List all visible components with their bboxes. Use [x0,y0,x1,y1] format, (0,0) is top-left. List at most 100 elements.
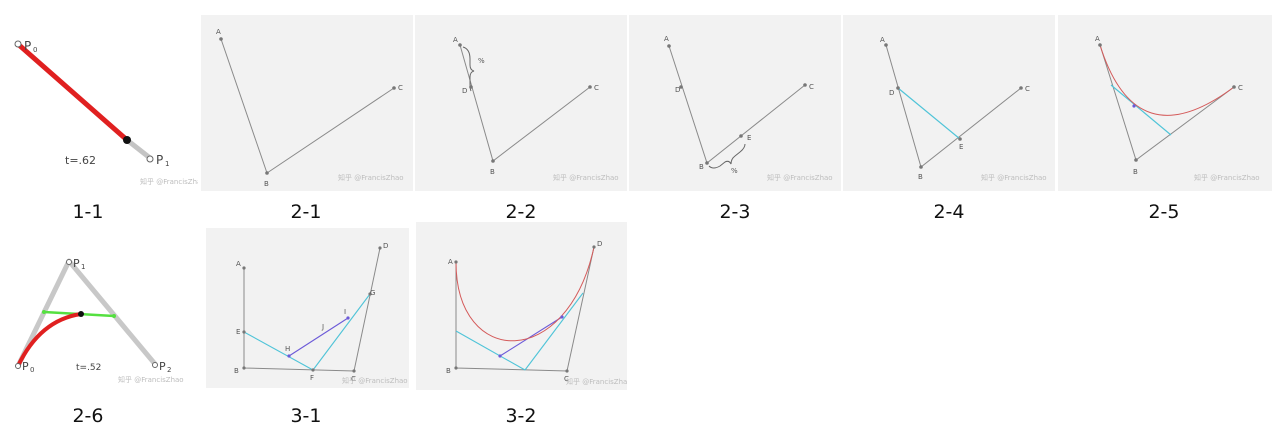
label-p0: P [22,360,29,373]
figure-2-5-diagram: A B C 知乎 @FrancisZhao [1095,35,1260,182]
point-c [588,85,592,89]
label-c: C [1238,84,1243,92]
label-percent: % [478,57,485,65]
watermark: 知乎 @FrancisZhao [1194,173,1260,182]
point-c [392,86,396,90]
figure-2-3-diagram: A D B E % C 知乎 @FrancisZhao [664,35,833,182]
label-t: t=.62 [65,154,96,167]
point-d [679,85,683,89]
label-c: C [398,84,403,92]
figure-2-2: A D % B C 知乎 @FrancisZhao [415,15,627,191]
caption-2-5: 2-5 [1148,201,1180,223]
figure-2-4-diagram: A D B E C 知乎 @FrancisZhao [880,36,1047,182]
segment-fg [524,292,584,371]
point-a [458,43,462,47]
point-t [123,136,131,144]
figure-3-2: A B C D 知乎 @FrancisZhao [416,222,627,390]
label-a: A [236,260,241,268]
control-polygon [668,45,806,164]
figure-2-1-diagram: A B C 知乎 @FrancisZhao [216,28,404,188]
label-d: D [597,240,602,248]
label-a: A [1095,35,1100,43]
label-p2-sub: 2 [167,366,171,374]
brace [462,46,475,92]
point-e [739,134,743,138]
point-t [78,311,84,317]
point-p1 [146,155,154,163]
figure-1-1-diagram: P 0 P 1 t=.62 知乎 @FrancisZhao [14,39,198,186]
caption-3-2: 3-2 [505,405,537,427]
label-p0-sub: 0 [30,366,34,374]
point-d [378,246,382,250]
watermark: 知乎 @FrancisZhao [566,377,627,386]
segment-ef [243,331,314,371]
point-h [287,354,291,358]
point-a [1098,43,1102,47]
point-a [667,44,671,48]
caption-2-6: 2-6 [72,405,104,427]
label-g: G [370,289,375,297]
segment-hi [288,317,349,357]
segment-de [897,87,961,140]
point-b [242,366,246,370]
figure-3-1-diagram: A B C D E F G H I J 知乎 @FrancisZhao [234,242,408,385]
bezier-curve [1099,44,1235,116]
point-e [958,137,962,141]
point-c [1232,85,1236,89]
label-a: A [880,36,885,44]
point-b [1134,158,1138,162]
label-e: E [236,328,240,336]
figure-2-4: A D B E C 知乎 @FrancisZhao [843,15,1055,191]
point-p1 [66,259,72,265]
watermark: 知乎 @FrancisZhao [342,376,408,385]
label-p1: P [73,257,80,270]
label-b: B [699,163,704,171]
point-e [242,330,246,334]
label-f: F [310,374,314,382]
label-p0-sub: 0 [33,46,37,54]
caption-2-2: 2-2 [505,201,537,223]
figure-2-1: A B C 知乎 @FrancisZhao [201,15,413,191]
point-a [219,37,223,41]
tangent-segment [1110,84,1172,136]
label-b: B [918,173,923,181]
label-e: E [959,143,963,151]
control-polygon [220,38,395,174]
segment-fg [312,293,371,371]
label-p1-sub: 1 [81,263,85,271]
label-percent: % [731,167,738,175]
label-b: B [234,367,239,375]
label-h: H [285,345,290,353]
brace [708,143,746,169]
label-c: C [564,375,569,383]
watermark: 知乎 @FrancisZhao [767,173,833,182]
point-p2 [152,362,158,368]
point-d [469,85,473,89]
figure-1-1: P 0 P 1 t=.62 知乎 @FrancisZhao [10,30,198,190]
label-c: C [809,83,814,91]
caption-1-1: 1-1 [72,201,104,223]
point-i [346,316,350,320]
point-h [498,354,502,358]
point-c [803,83,807,87]
label-a: A [216,28,221,36]
control-polygon [885,44,1022,168]
label-t: t=.52 [76,363,101,373]
point-d [896,86,900,90]
control-polygon [1099,44,1235,161]
point-a [242,266,246,270]
point-b [491,159,495,163]
label-a: A [448,258,453,266]
point-g [368,292,372,296]
watermark: 知乎 @FrancisZhao [140,177,198,186]
figure-2-5: A B C 知乎 @FrancisZhao [1058,15,1272,191]
point-c [565,369,569,373]
bezier-curve [16,312,83,368]
control-polygon [455,246,595,372]
watermark: 知乎 @FrancisZhao [338,173,404,182]
segment-ef [455,330,526,371]
label-j: J [321,323,324,331]
label-c: C [1025,85,1030,93]
point-q0 [42,310,46,314]
caption-2-1: 2-1 [290,201,322,223]
